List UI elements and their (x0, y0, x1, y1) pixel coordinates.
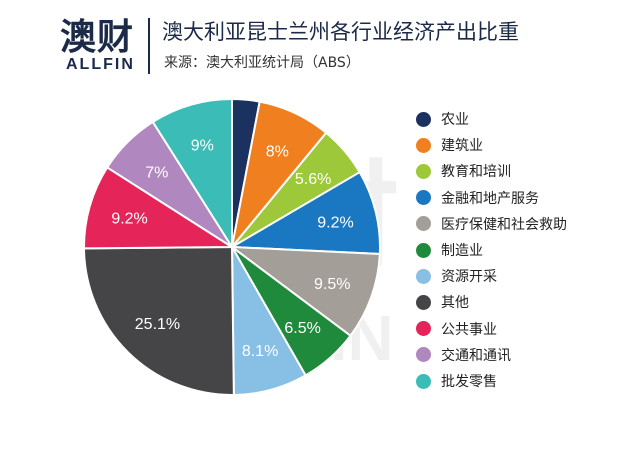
pie-chart: 8% 5.6% 9.2% 9.5% 6.5% 8.1% 25.1% 9.2% 7% 9% (82, 97, 381, 397)
header-divider (148, 18, 150, 74)
legend-item: 其他 (416, 291, 469, 313)
legend-label: 资源开采 (441, 269, 497, 286)
pie-slice-4 (228, 170, 381, 256)
pie-slice-label-3: 5.6% (295, 171, 331, 188)
pie-slice-label-6: 6.5% (284, 320, 320, 337)
legend-item: 制造业 (416, 239, 483, 261)
chart-subtitle: 来源：澳大利亚统计局（ABS） (164, 55, 360, 71)
pie-slice-labels: 8% 5.6% 9.2% 9.5% 6.5% 8.1% 25.1% 9.2% 7% 9% (111, 138, 353, 360)
brand-logo-cn: 澳财 (60, 17, 135, 58)
brand-logo-en: ALLFIN (66, 56, 135, 73)
legend-swatch (416, 190, 431, 206)
legend-label: 建筑业 (441, 138, 483, 155)
legend-item: 金融和地产服务 (416, 187, 539, 209)
legend-swatch (416, 216, 431, 232)
legend-item: 交通和通讯 (416, 344, 511, 366)
legend-item: 医疗保健和社会救助 (416, 213, 567, 235)
legend-item: 教育和培训 (416, 160, 511, 182)
pie-slice-label-9: 9.2% (111, 211, 147, 228)
legend-label: 农业 (441, 112, 469, 128)
chart-title: 澳大利亚昆士兰州各行业经济产出比重 (162, 20, 519, 44)
pie-slice-label-2: 8% (266, 144, 289, 161)
legend-swatch (416, 373, 431, 389)
pie-slice-label-5: 9.5% (314, 276, 350, 293)
legend-swatch (416, 242, 431, 258)
pie-slice-9 (83, 166, 236, 250)
pie-slices (82, 97, 381, 397)
legend-swatch (416, 294, 431, 310)
legend-label: 制造业 (441, 243, 483, 259)
legend-label: 教育和培训 (441, 164, 511, 181)
legend-item: 公共事业 (416, 318, 497, 340)
pie-slice-label-8: 25.1% (135, 316, 180, 333)
legend-swatch (416, 163, 431, 179)
pie-slice-label-4: 9.2% (317, 215, 353, 232)
legend-swatch (416, 137, 431, 153)
legend-swatch (416, 268, 431, 284)
legend-label: 批发零售 (441, 374, 497, 390)
legend-label: 公共事业 (441, 321, 497, 338)
legend-label: 医疗保健和社会救助 (441, 216, 567, 233)
pie-slice-label-10: 7% (145, 165, 168, 182)
legend-item: 批发零售 (416, 370, 497, 392)
legend-label: 金融和地产服务 (441, 190, 539, 207)
legend-label: 其他 (441, 295, 469, 312)
legend-label: 交通和通讯 (441, 347, 511, 364)
legend-swatch (416, 347, 431, 363)
legend-swatch (416, 321, 431, 337)
header: 澳财 ALLFIN 澳大利亚昆士兰州各行业经济产出比重 来源：澳大利亚统计局（A… (0, 0, 640, 90)
pie-slice-label-11: 9% (191, 138, 214, 155)
legend-swatch (416, 111, 431, 127)
pie-slice-8 (82, 245, 235, 396)
legend-item: 资源开采 (416, 265, 497, 287)
legend-item: 建筑业 (416, 134, 483, 156)
pie-slice-11 (151, 97, 233, 251)
legend-item: 农业 (416, 108, 469, 130)
pie-slice-label-7: 8.1% (242, 343, 278, 360)
pie-slice-5 (228, 245, 381, 338)
